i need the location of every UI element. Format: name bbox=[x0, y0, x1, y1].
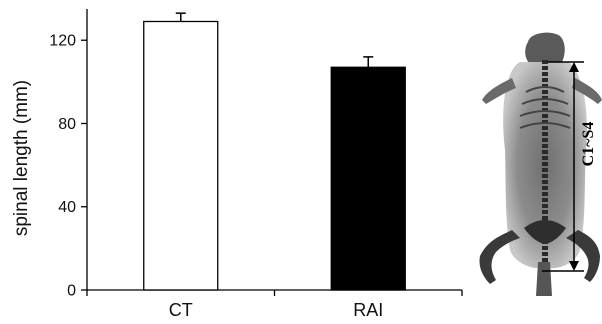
y-tick-label: 80 bbox=[58, 116, 76, 133]
y-tick-label: 0 bbox=[67, 283, 76, 300]
length-annotation: C1~S4 bbox=[580, 122, 597, 167]
xray-image: C1~S4 bbox=[479, 32, 602, 296]
bar-rai bbox=[330, 66, 406, 291]
bars bbox=[143, 12, 406, 291]
bar-ct bbox=[143, 20, 219, 291]
x-tick-label: RAI bbox=[353, 300, 383, 320]
y-tick-label: 40 bbox=[58, 199, 76, 216]
x-tick-label: CT bbox=[169, 300, 193, 320]
y-tick-label: 120 bbox=[49, 33, 76, 50]
labels: 0 40 80 120 CT RAI bbox=[49, 33, 383, 320]
y-axis-title: spinal length (mm) bbox=[11, 80, 32, 236]
